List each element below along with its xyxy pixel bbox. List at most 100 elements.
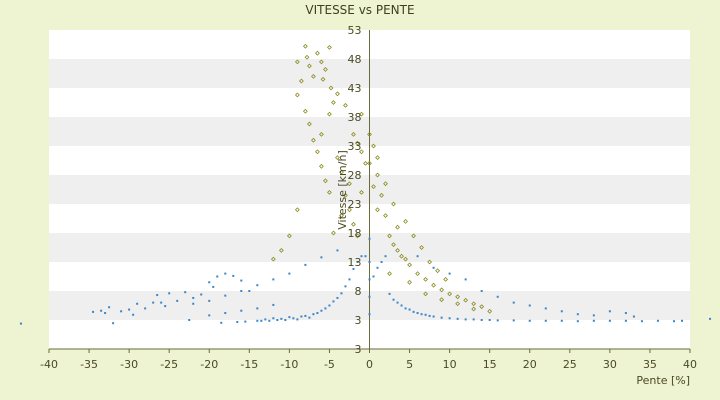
data-point [404,307,407,310]
data-point [395,247,400,253]
data-point [464,278,467,281]
data-point [344,285,347,288]
y-tick-label: 38 [348,111,362,124]
data-point [220,321,223,324]
data-point [384,255,387,258]
data-point [463,297,469,303]
data-point [319,131,324,137]
data-point [439,297,445,303]
data-point [528,304,531,307]
data-point [435,268,441,274]
data-point [512,301,515,304]
data-point [680,319,683,322]
data-point [360,255,363,258]
data-point [340,292,343,295]
data-point [304,314,307,317]
y-tick-label: 53 [348,24,362,37]
data-point [319,163,324,169]
data-point [415,271,420,277]
data-point [455,301,461,307]
data-point [592,314,595,317]
data-point [416,312,419,315]
data-point [592,319,595,322]
data-point [420,313,423,316]
data-point [407,279,412,285]
data-point [335,91,340,97]
data-point [391,242,396,248]
data-point [336,296,339,299]
data-point [656,319,659,322]
data-point [383,213,388,219]
data-point [624,312,627,315]
data-point [336,249,339,252]
data-point [359,189,364,195]
data-point [672,320,675,323]
data-point [395,224,400,230]
data-point [327,189,332,195]
data-point [411,233,416,239]
x-tick-label: -5 [324,358,335,371]
data-point [184,291,187,294]
data-point [272,303,275,306]
x-tick-label: -35 [80,358,98,371]
data-point [331,230,336,236]
data-point [471,306,477,312]
data-point [316,312,319,315]
data-point [479,304,485,310]
data-point [112,322,115,325]
data-point [136,302,139,305]
data-point [208,299,211,302]
data-point [280,317,283,320]
data-point [272,278,275,281]
data-point [355,140,360,146]
data-point [632,315,635,318]
x-tick-label: 15 [483,358,497,371]
data-point [212,285,215,288]
data-point [368,295,371,298]
data-point [128,308,131,311]
data-point [480,319,483,321]
data-point [431,282,437,288]
data-point [323,67,328,72]
data-point [108,306,111,309]
data-point [447,291,453,297]
data-point [304,54,310,60]
data-point [244,320,247,323]
data-point [216,275,219,278]
data-point [272,317,275,320]
data-point [448,317,451,320]
y-axis-label: Vitesse [km/h] [336,150,349,230]
x-tick-label: -20 [200,358,218,371]
data-point [428,314,431,317]
data-point [363,160,368,166]
data-point [368,278,371,281]
data-point [292,317,295,320]
data-point [375,207,380,213]
data-point [144,307,147,310]
data-point [371,143,376,149]
series-1 [19,237,712,325]
data-point [296,318,299,321]
data-point [379,192,384,198]
data-point [176,299,179,302]
data-point [294,59,300,65]
data-point [709,317,712,320]
data-point [416,255,419,258]
data-point [400,304,403,307]
data-point [480,290,483,292]
data-point [260,319,263,322]
data-point [455,294,461,300]
data-point [308,316,311,319]
data-point [294,92,300,98]
data-point [368,261,371,263]
data-point [351,131,356,137]
data-point [576,313,579,316]
y-tick-label: 23 [348,198,362,211]
x-tick-label: 0 [366,358,373,371]
data-points [19,43,712,325]
data-point [270,256,276,262]
data-point [356,261,359,263]
data-point [294,207,300,213]
